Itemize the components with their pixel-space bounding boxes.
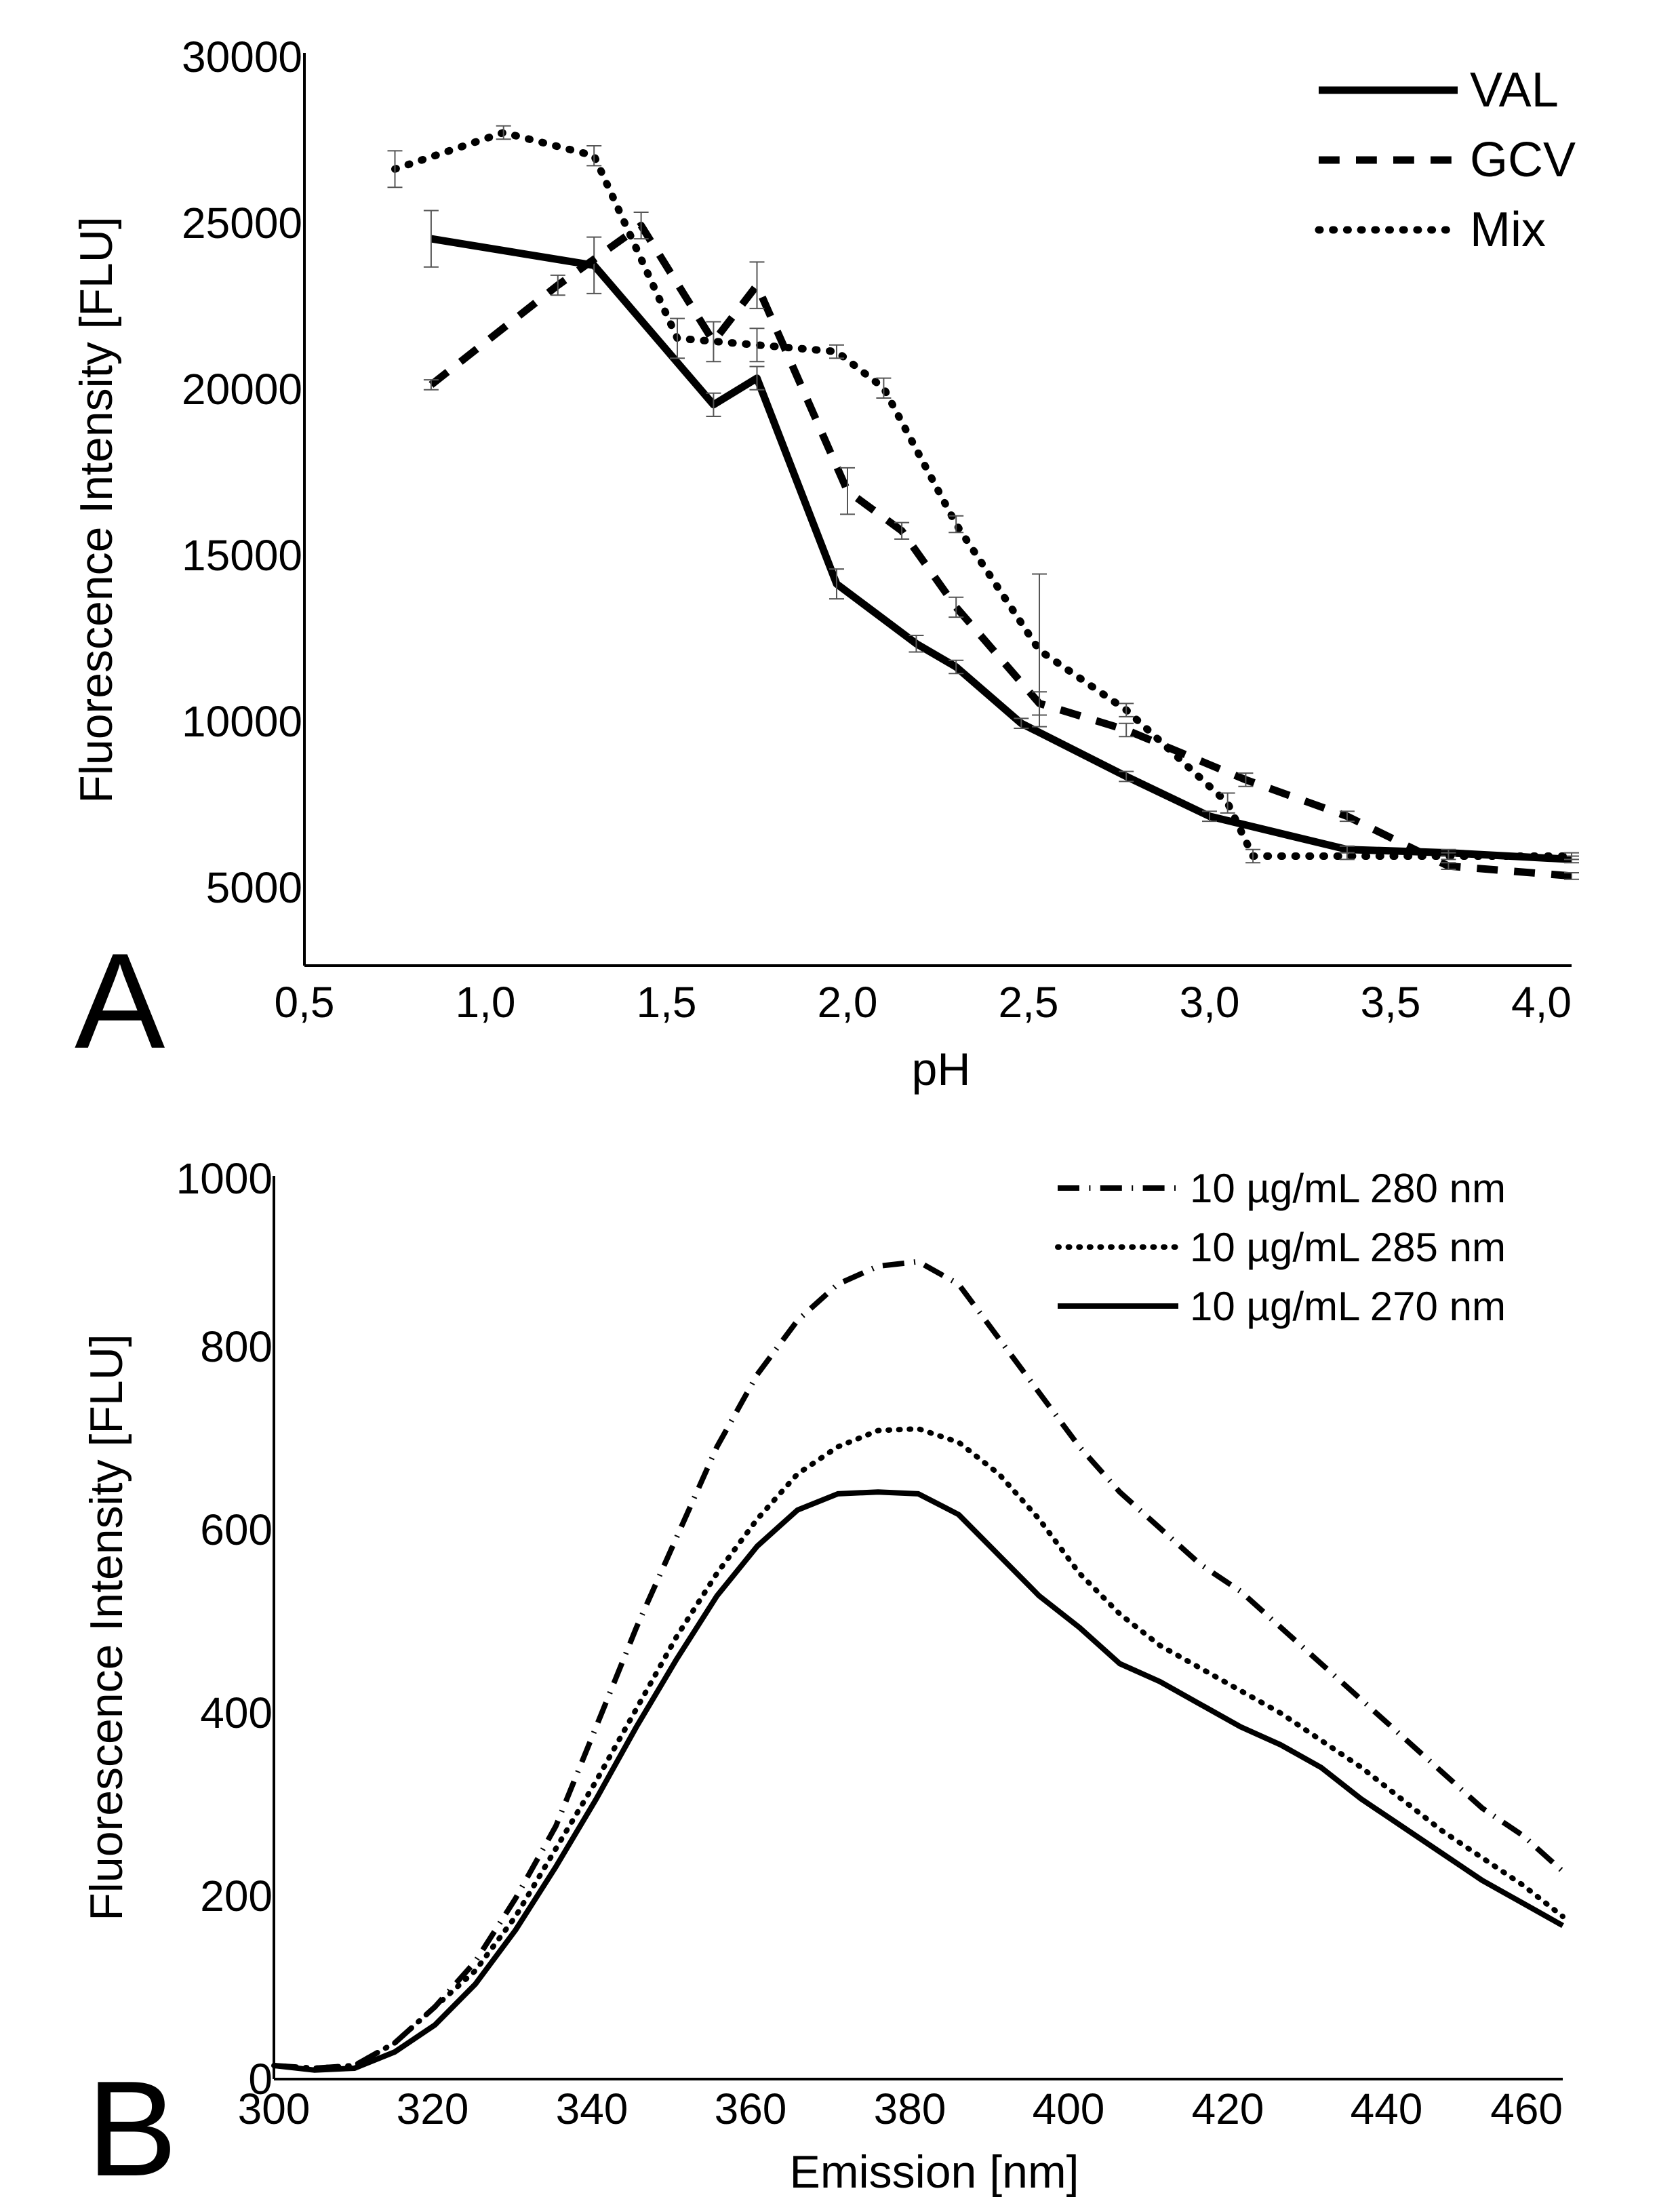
- error-bar-mix: [949, 515, 964, 534]
- x-tick-label: 0,5: [275, 978, 335, 1027]
- error-bar-mix: [1564, 852, 1579, 861]
- error-bar-gcv: [633, 211, 649, 240]
- x-tick-label: 440: [1351, 2085, 1423, 2133]
- y-tick-label: 30000: [182, 33, 302, 81]
- series-line-10-g-ml-280-nm: [273, 1259, 1565, 2071]
- x-tick-label: 2,5: [999, 978, 1059, 1027]
- error-bar-gcv: [749, 261, 765, 309]
- error-bar-val: [749, 366, 765, 391]
- x-tick-label: 400: [1033, 2085, 1105, 2133]
- x-tick-label: 300: [238, 2085, 311, 2133]
- error-bar-mix: [1220, 792, 1235, 814]
- error-bar-mix: [749, 328, 765, 363]
- error-bar-mix: [1441, 852, 1456, 861]
- error-bar-mix: [1245, 848, 1261, 864]
- x-tick-label: 460: [1490, 2085, 1563, 2133]
- y-tick-label: 600: [200, 1505, 273, 1554]
- error-bar-val: [1119, 770, 1134, 783]
- error-bar-gcv: [423, 379, 439, 391]
- plot-area: [271, 1259, 1565, 2073]
- error-bar-val: [828, 568, 844, 600]
- x-tick-label: 1,5: [637, 978, 697, 1027]
- legend-label-mix: Mix: [1470, 203, 1546, 257]
- error-bar-val: [1014, 717, 1029, 730]
- error-bar-mix: [1032, 573, 1047, 728]
- x-tick-label: 1,0: [456, 978, 516, 1027]
- y-tick-label: 800: [200, 1322, 273, 1371]
- panel-letter: B: [87, 2053, 177, 2205]
- x-tick-label: 360: [715, 2085, 787, 2133]
- error-bar-gcv: [550, 274, 565, 296]
- y-tick-label: 1000: [176, 1154, 273, 1203]
- y-axis-title: Fluorescence Intensity [FLU]: [81, 1334, 132, 1920]
- error-bar-gcv: [1339, 810, 1355, 823]
- error-bar-mix: [828, 344, 844, 359]
- error-bar-gcv: [1441, 862, 1456, 871]
- x-tick-label: 380: [874, 2085, 946, 2133]
- y-tick-labels: 0 200 400 600 800 1000: [176, 1154, 273, 2104]
- error-bar-mix: [670, 317, 685, 359]
- series-line-10-g-ml-270-nm: [273, 1489, 1564, 2073]
- legend-label-10-g-ml-280-nm: 10 µg/mL 280 nm: [1190, 1166, 1506, 1211]
- error-bar-mix: [586, 145, 602, 167]
- legend-label-gcv: GCV: [1470, 133, 1576, 187]
- error-bar-val: [909, 634, 924, 653]
- y-tick-label: 5000: [206, 863, 302, 912]
- error-bar-gcv: [1238, 772, 1254, 787]
- x-tick-labels: 0,5 1,0 1,5 2,0 2,5 3,0 3,5 4,0: [275, 978, 1572, 1027]
- error-bar-val: [586, 236, 602, 294]
- error-bar-val: [706, 392, 721, 417]
- x-tick-labels: 300 320 340 360 380 400 420 440 460: [238, 2085, 1563, 2133]
- y-tick-label: 20000: [182, 365, 302, 414]
- y-axis-title: Fluorescence Intensity [FLU]: [71, 216, 122, 803]
- error-bar-gcv: [1564, 871, 1579, 880]
- error-bar-mix: [1119, 703, 1134, 717]
- error-bar-gcv: [1119, 722, 1134, 738]
- error-bar-mix: [496, 125, 511, 140]
- legend: 10 µg/mL 280 nm 10 µg/mL 285 nm 10 µg/mL 2…: [1055, 1166, 1506, 1329]
- y-tick-label: 10000: [182, 697, 302, 746]
- x-axis-title: Emission [nm]: [790, 2146, 1079, 2198]
- x-tick-label: 320: [397, 2085, 469, 2133]
- panel-letter: A: [75, 926, 165, 1077]
- x-axis-title: pH: [912, 1044, 971, 1095]
- y-tick-label: 400: [200, 1688, 273, 1737]
- error-bar-mix: [876, 377, 892, 399]
- y-tick-labels: 5000 10000 15000 20000 25000 30000: [182, 33, 302, 912]
- panel-a: 0,5 1,0 1,5 2,0 2,5 3,0 3,5 4,0 5000 100…: [71, 33, 1579, 1095]
- plot-area: [387, 125, 1579, 880]
- error-bar-mix: [1339, 852, 1355, 861]
- x-tick-label: 3,0: [1180, 978, 1240, 1027]
- y-tick-label: 25000: [182, 199, 302, 248]
- panel-b: 300 320 340 360 380 400 420 440 460 0 20…: [81, 1154, 1565, 2205]
- x-tick-label: 4,0: [1511, 978, 1572, 1027]
- error-bar-gcv: [840, 467, 855, 515]
- x-tick-label: 2,0: [818, 978, 878, 1027]
- error-bar-gcv: [894, 521, 910, 540]
- error-bar-mix: [387, 150, 403, 189]
- y-tick-label: 15000: [182, 531, 302, 580]
- x-tick-label: 340: [556, 2085, 628, 2133]
- legend-label-val: VAL: [1470, 63, 1559, 117]
- x-tick-label: 3,5: [1361, 978, 1421, 1027]
- error-bar-val: [423, 210, 439, 268]
- legend: VAL GCV Mix: [1315, 63, 1576, 257]
- error-bar-val: [1202, 810, 1217, 823]
- error-bar-gcv: [706, 321, 721, 363]
- series-line-10-g-ml-285-nm: [271, 1426, 1565, 2071]
- legend-label-10-g-ml-270-nm: 10 µg/mL 270 nm: [1190, 1284, 1506, 1329]
- legend-label-10-g-ml-285-nm: 10 µg/mL 285 nm: [1190, 1225, 1506, 1270]
- error-bar-gcv: [949, 596, 964, 618]
- error-bar-val: [949, 659, 964, 675]
- y-tick-label: 200: [200, 1872, 273, 1920]
- y-tick-label: 0: [248, 2055, 273, 2104]
- x-tick-label: 420: [1192, 2085, 1264, 2133]
